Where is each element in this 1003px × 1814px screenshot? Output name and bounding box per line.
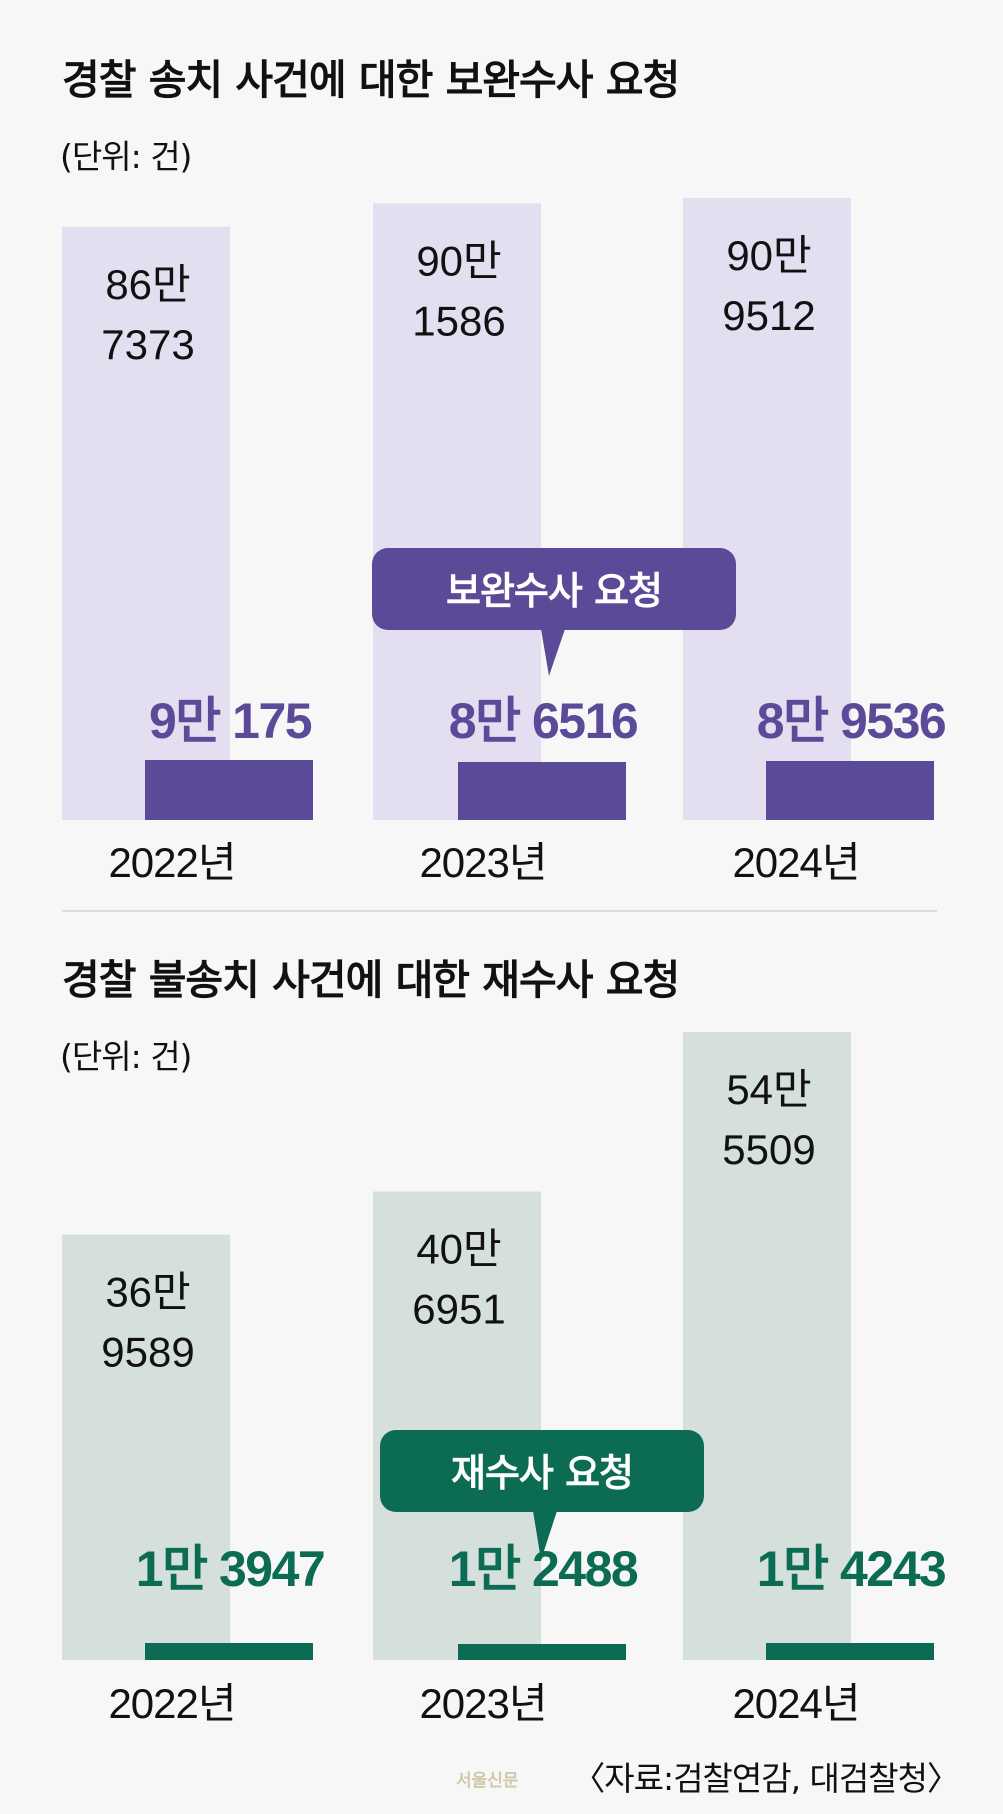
request-bar [458,762,626,820]
x-tick-label: 2024년 [732,839,859,886]
watermark: 서울신문 [456,1771,519,1791]
total-value-label: 36만 9589 [101,1269,194,1376]
request-bar [766,1643,934,1660]
request-bar [145,760,313,820]
x-tick-label: 2024년 [732,1680,859,1727]
total-bar [62,1234,230,1660]
total-value-label: 54만 5509 [722,1066,815,1173]
request-bar [145,1643,313,1660]
request-value-label: 8만 9536 [757,693,945,749]
chart2-title: 경찰 불송치 사건에 대한 재수사 요청 [62,956,680,1004]
callout-bubble [372,548,736,630]
total-value-label: 86만 7373 [101,261,194,368]
chart1-unit: (단위: 건) [60,137,192,176]
chart2-unit: (단위: 건) [60,1037,192,1076]
x-tick-label: 2022년 [108,839,235,886]
total-value-label: 90만 9512 [722,232,815,339]
callout-bubble [380,1430,704,1512]
total-value-label: 90만 1586 [412,237,505,344]
source-note: 〈자료:검찰연감, 대검찰청〉 [572,1759,960,1798]
total-bar [373,203,541,820]
request-value-label: 8만 6516 [449,693,637,749]
request-bar [766,761,934,820]
callout-pointer [533,1511,557,1560]
request-value-label: 1만 4243 [757,1541,945,1597]
callout-label: 보완수사 요청 [446,569,662,613]
chart1-svg: 86만 7373 9만 175 2022년 90만 1586 8만 6516 2023년 90만… [62,198,947,886]
x-tick-label: 2023년 [419,1680,546,1727]
x-tick-label: 2023년 [419,839,546,886]
x-tick-label: 2022년 [108,1680,235,1727]
request-bar [458,1644,626,1660]
request-value-label: 9만 175 [149,693,312,749]
section-divider [62,910,937,912]
callout-label: 재수사 요청 [451,1451,633,1495]
callout-pointer [541,629,565,676]
request-value-label: 1만 3947 [136,1541,324,1597]
total-value-label: 40만 6951 [412,1226,505,1333]
chart1-title: 경찰 송치 사건에 대한 보완수사 요청 [62,56,680,104]
total-bar [373,1191,541,1660]
total-bar [683,1032,851,1660]
total-bar [62,226,230,820]
total-bar [683,198,851,820]
